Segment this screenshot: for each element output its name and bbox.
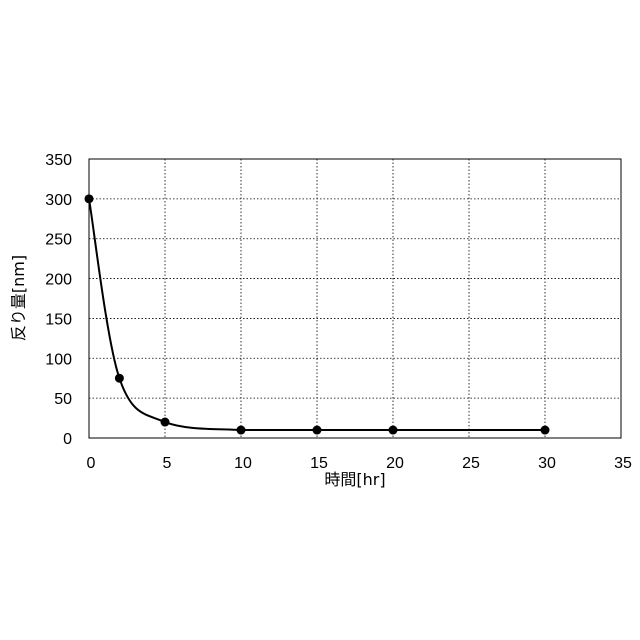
plot-area (89, 159, 621, 438)
data-point (115, 374, 124, 383)
y-tick-label: 0 (63, 431, 72, 448)
y-tick-label: 150 (45, 311, 72, 328)
y-tick-label: 200 (45, 272, 72, 289)
y-tick-label: 250 (45, 232, 72, 249)
y-axis-title: 反り量[nm] (9, 255, 28, 341)
y-axis-ticks: 0 50 100 150 200 250 300 350 (45, 152, 72, 448)
y-tick-label: 100 (45, 351, 72, 368)
data-point (161, 418, 170, 427)
y-tick-label: 350 (45, 152, 72, 169)
data-point (237, 426, 246, 435)
data-point (389, 426, 398, 435)
data-point (313, 426, 322, 435)
x-tick-label: 25 (462, 455, 480, 472)
x-axis-title: 時間[hr] (324, 470, 385, 489)
x-tick-label: 30 (538, 455, 556, 472)
x-tick-label: 35 (614, 455, 632, 472)
data-point (541, 426, 550, 435)
x-tick-label: 0 (87, 455, 96, 472)
x-tick-label: 10 (234, 455, 252, 472)
data-point (85, 194, 94, 203)
x-tick-label: 5 (163, 455, 172, 472)
grid (89, 159, 621, 438)
x-tick-label: 20 (386, 455, 404, 472)
y-tick-label: 300 (45, 192, 72, 209)
y-tick-label: 50 (54, 391, 72, 408)
